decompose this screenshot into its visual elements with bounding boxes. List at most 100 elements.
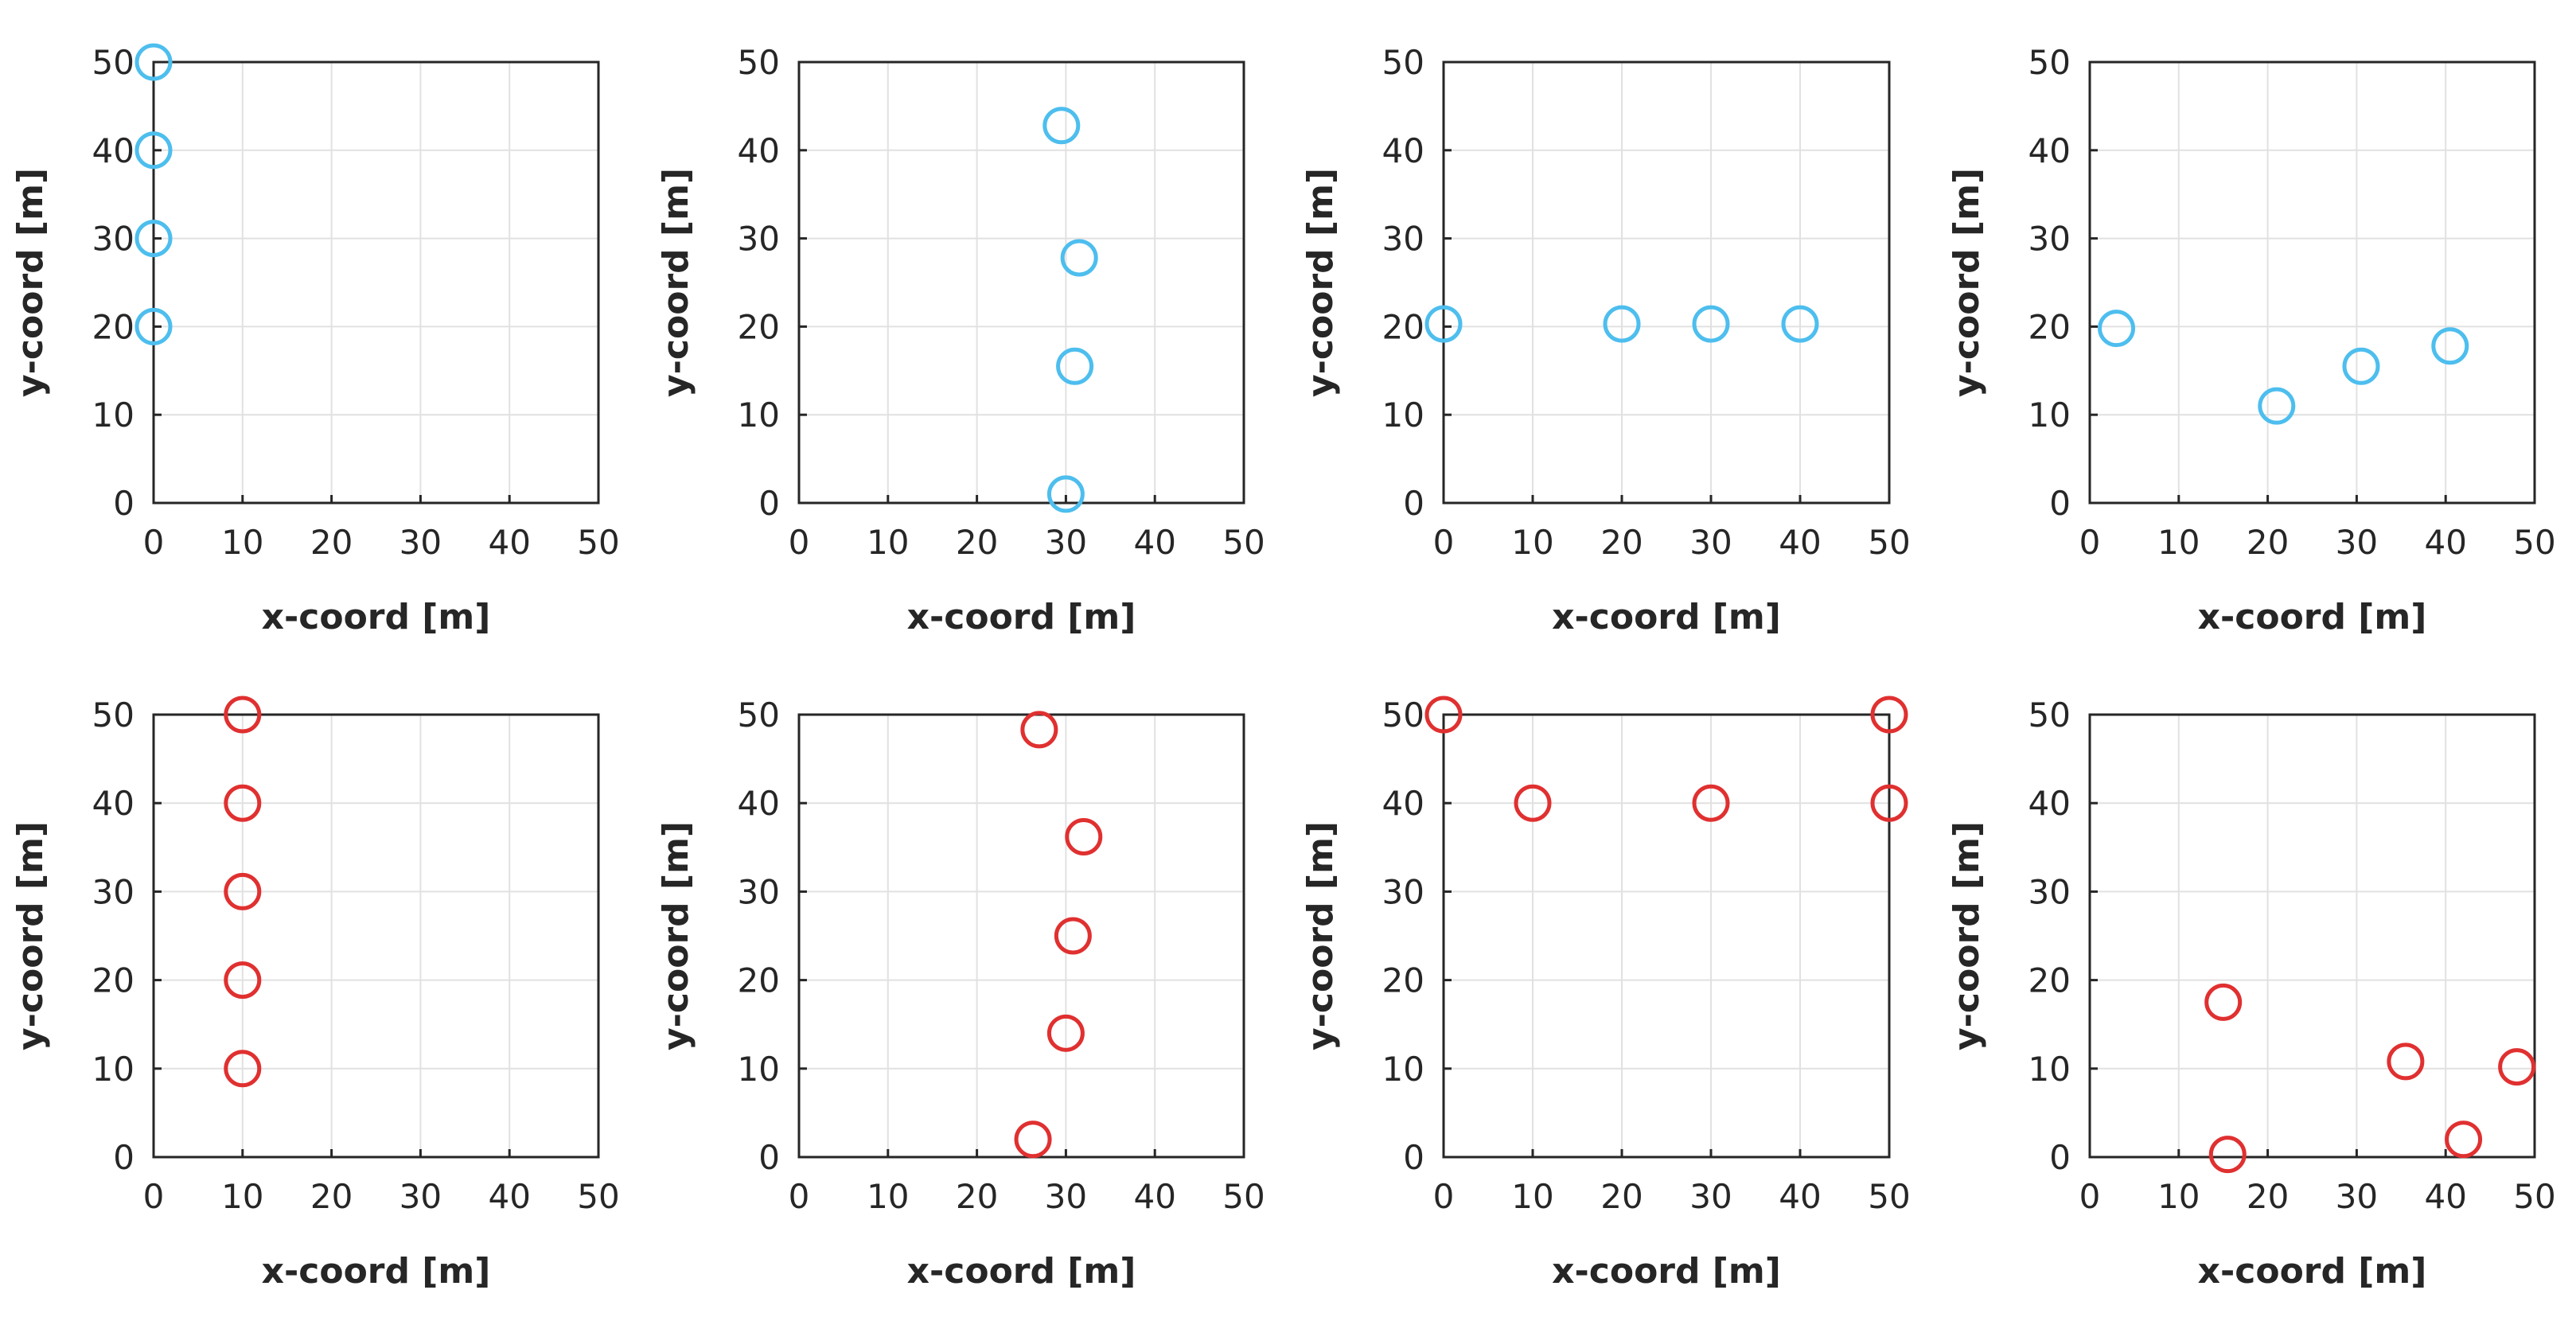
y-axis-label: y-coord [m] xyxy=(1947,168,1987,397)
y-tick-label: 10 xyxy=(92,1050,134,1089)
data-point xyxy=(2387,1042,2425,1081)
y-tick-label: 50 xyxy=(738,43,780,82)
data-point xyxy=(2098,310,2136,348)
x-tick-label: 50 xyxy=(1222,1177,1265,1216)
subplot-3: 0 10 20 30 40 50 0 10 20 30 40 50 x-coord [m] y-coord… xyxy=(1300,43,1911,637)
x-tick-label: 50 xyxy=(2513,523,2555,562)
x-tick-label: 20 xyxy=(2247,1177,2289,1216)
plot-area xyxy=(2090,62,2535,503)
data-point xyxy=(1692,784,1730,822)
data-point xyxy=(2498,1048,2536,1086)
y-axis-label: y-coord [m] xyxy=(10,821,51,1050)
y-tick-label: 0 xyxy=(758,484,780,523)
y-axis-label: y-coord [m] xyxy=(1300,821,1341,1050)
axes-box xyxy=(1442,60,1891,505)
data-point xyxy=(1870,696,1908,734)
data-point xyxy=(1781,305,1819,343)
x-tick-label: 30 xyxy=(1045,523,1087,562)
data-point xyxy=(224,872,262,910)
x-tick-label: 30 xyxy=(2336,1177,2378,1216)
x-tick-label: 10 xyxy=(2157,523,2200,562)
subplot-6: 0 10 20 30 40 50 0 10 20 30 40 50 x-coord [m] y-coord… xyxy=(656,696,1265,1292)
plot-area xyxy=(154,715,598,1157)
y-tick-label: 20 xyxy=(92,961,134,1000)
y-tick-label: 40 xyxy=(738,784,780,823)
x-axis-label: x-coord [m] xyxy=(907,597,1136,637)
y-tick-label: 20 xyxy=(738,961,780,1000)
y-tick-label: 0 xyxy=(113,484,134,523)
x-tick-label: 40 xyxy=(1779,523,1821,562)
y-tick-label: 10 xyxy=(2028,1050,2071,1089)
y-tick-label: 50 xyxy=(2028,696,2071,735)
data-point xyxy=(1014,1120,1052,1159)
x-tick-label: 50 xyxy=(1222,523,1265,562)
y-tick-label: 10 xyxy=(1382,1050,1424,1089)
x-tick-label: 10 xyxy=(1511,1177,1553,1216)
y-tick-label: 20 xyxy=(1382,961,1424,1000)
plot-area xyxy=(1444,715,1889,1157)
x-tick-label: 40 xyxy=(2424,1177,2466,1216)
x-tick-label: 30 xyxy=(1689,1177,1732,1216)
x-tick-label: 20 xyxy=(956,1177,998,1216)
y-tick-label: 40 xyxy=(1382,784,1424,823)
x-axis-label: x-coord [m] xyxy=(1552,597,1781,637)
x-tick-label: 30 xyxy=(2336,523,2378,562)
x-tick-label: 50 xyxy=(1868,1177,1910,1216)
x-tick-label: 30 xyxy=(399,1177,442,1216)
x-tick-label: 50 xyxy=(577,1177,619,1216)
x-tick-label: 40 xyxy=(1133,1177,1175,1216)
y-tick-label: 50 xyxy=(1382,43,1424,82)
data-point xyxy=(224,696,262,734)
y-tick-label: 40 xyxy=(1382,131,1424,170)
y-tick-label: 10 xyxy=(738,396,780,435)
data-point xyxy=(2445,1120,2483,1159)
y-tick-label: 30 xyxy=(1382,220,1424,259)
axes-box xyxy=(797,713,1245,1159)
y-tick-label: 0 xyxy=(1403,1138,1424,1177)
data-point xyxy=(1065,817,1103,855)
y-tick-label: 30 xyxy=(92,872,134,911)
x-tick-label: 10 xyxy=(221,523,263,562)
y-tick-label: 0 xyxy=(2049,484,2071,523)
x-tick-label: 20 xyxy=(2247,523,2289,562)
y-tick-label: 0 xyxy=(2049,1138,2071,1177)
data-point xyxy=(1060,239,1098,277)
x-tick-label: 40 xyxy=(488,523,530,562)
data-point xyxy=(134,43,173,81)
y-axis-label: y-coord [m] xyxy=(656,821,696,1050)
data-point xyxy=(2258,387,2296,425)
y-tick-label: 30 xyxy=(738,872,780,911)
data-point xyxy=(2204,983,2243,1021)
data-point xyxy=(1046,475,1085,513)
subplot-5: 0 10 20 30 40 50 0 10 20 30 40 50 x-coord [m] y-coord… xyxy=(10,696,620,1292)
y-tick-label: 40 xyxy=(2028,784,2071,823)
x-axis-label: x-coord [m] xyxy=(2198,1251,2427,1292)
subplot-2: 0 10 20 30 40 50 0 10 20 30 40 50 x-coord [m] y-coord… xyxy=(656,43,1265,637)
data-point xyxy=(2342,347,2380,385)
y-tick-label: 30 xyxy=(2028,220,2071,259)
data-point xyxy=(2208,1136,2247,1174)
y-axis-label: y-coord [m] xyxy=(1300,168,1341,397)
y-tick-label: 20 xyxy=(1382,307,1424,346)
y-tick-label: 50 xyxy=(92,696,134,735)
data-point xyxy=(1054,917,1092,955)
x-tick-label: 20 xyxy=(310,523,353,562)
plot-area xyxy=(799,715,1244,1157)
x-tick-label: 10 xyxy=(867,523,909,562)
x-tick-label: 40 xyxy=(488,1177,530,1216)
y-axis-label: y-coord [m] xyxy=(1947,821,1987,1050)
x-tick-label: 0 xyxy=(143,1177,165,1216)
x-axis-label: x-coord [m] xyxy=(262,1251,491,1292)
data-point xyxy=(1046,1014,1085,1052)
x-axis-label: x-coord [m] xyxy=(262,597,491,637)
x-tick-label: 0 xyxy=(789,1177,810,1216)
y-tick-label: 10 xyxy=(92,396,134,435)
x-tick-label: 30 xyxy=(1045,1177,1087,1216)
x-tick-label: 10 xyxy=(221,1177,263,1216)
x-tick-label: 40 xyxy=(1779,1177,1821,1216)
y-tick-label: 30 xyxy=(738,220,780,259)
x-tick-label: 40 xyxy=(1133,523,1175,562)
axes-box xyxy=(2088,713,2536,1159)
y-tick-label: 30 xyxy=(1382,872,1424,911)
